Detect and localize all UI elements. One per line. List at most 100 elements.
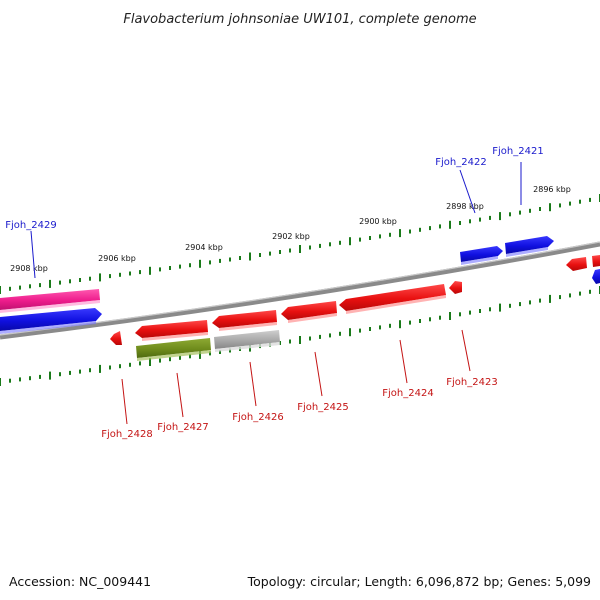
gene-arrow-fjoh-2429[interactable] — [0, 308, 102, 331]
gene-arrow-fjoh-2421[interactable] — [505, 236, 554, 254]
inner-track-tick — [189, 354, 191, 359]
outer-track-tick — [99, 273, 101, 282]
outer-track-tick — [379, 234, 381, 239]
tick-label-2906: 2906 kbp — [98, 254, 136, 263]
gene-label-fjoh-2424[interactable]: Fjoh_2424 — [382, 388, 433, 399]
tick-label-2896: 2896 kbp — [533, 185, 571, 194]
callout-line-fjoh-2426 — [249, 361, 257, 407]
gene-label-fjoh-2427[interactable]: Fjoh_2427 — [157, 422, 208, 433]
outer-track-tick — [39, 283, 41, 288]
genome-summary-text: Topology: circular; Length: 6,096,872 bp… — [247, 574, 591, 589]
gene-bar-pink-shadow — [0, 300, 100, 313]
callout-line-fjoh-2429 — [30, 230, 36, 279]
outer-track-tick — [159, 267, 161, 272]
outer-track-tick — [229, 257, 231, 262]
inner-track-tick — [179, 355, 181, 360]
inner-track-tick — [79, 369, 81, 374]
outer-track-tick — [169, 266, 171, 270]
inner-track-tick — [309, 336, 311, 341]
outer-track-tick — [149, 266, 151, 275]
gene-label-fjoh-2421[interactable]: Fjoh_2421 — [492, 146, 543, 157]
outer-track-tick — [69, 279, 71, 284]
gene-arrow-fjoh-2423[interactable] — [449, 281, 462, 294]
outer-track-tick — [179, 264, 181, 269]
inner-track-tick — [59, 372, 61, 377]
outer-track-tick — [589, 197, 591, 202]
gene-label-fjoh-2425[interactable]: Fjoh_2425 — [297, 402, 348, 413]
outer-track-tick — [559, 203, 561, 208]
inner-track-tick — [359, 328, 361, 333]
gene-arrow-fjoh-2424-shadow — [346, 295, 446, 314]
inner-track-tick — [299, 336, 301, 344]
feature-box-gray-shadow — [215, 342, 280, 352]
gene-label-fjoh-2429[interactable]: Fjoh_2429 — [5, 220, 56, 231]
gene-label-fjoh-2422[interactable]: Fjoh_2422 — [435, 157, 486, 168]
outer-track-tick — [539, 207, 541, 211]
feature-box-gray[interactable] — [214, 330, 280, 349]
inner-track-tick — [9, 378, 11, 383]
inner-track-tick — [339, 331, 341, 336]
gene-arrow-right-edge-red[interactable] — [566, 257, 587, 271]
gene-arrow-fjoh-2425-shadow — [288, 313, 337, 323]
gene-arrow-right-edge-red-2[interactable] — [592, 255, 600, 267]
outer-track-tick — [519, 210, 521, 215]
outer-tick-track — [0, 194, 600, 294]
inner-track-tick — [519, 302, 521, 307]
gene-label-fjoh-2423[interactable]: Fjoh_2423 — [446, 377, 497, 388]
gene-label-fjoh-2426[interactable]: Fjoh_2426 — [232, 412, 283, 423]
gene-bar-pink[interactable] — [0, 289, 100, 310]
gene-arrow-fjoh-2424[interactable] — [339, 284, 446, 311]
callout-line-fjoh-2427 — [176, 372, 184, 418]
inner-track-tick — [149, 358, 151, 366]
inner-track-tick — [429, 317, 431, 322]
inner-track-tick — [539, 298, 541, 303]
outer-track-tick — [249, 252, 251, 261]
gene-arrow-right-edge-blue[interactable] — [592, 269, 600, 284]
outer-track-tick — [339, 240, 341, 245]
inner-track-tick — [569, 293, 571, 298]
inner-track-tick — [209, 351, 211, 356]
outer-track-tick — [139, 270, 141, 275]
inner-track-tick — [99, 364, 101, 373]
inner-track-tick — [559, 295, 561, 300]
gene-arrow-fjoh-2426[interactable] — [212, 310, 277, 328]
outer-track-tick — [479, 217, 481, 222]
inner-track-tick — [499, 303, 501, 312]
inner-track-tick — [109, 365, 111, 370]
outer-track-tick — [369, 236, 371, 240]
inner-track-tick — [119, 364, 121, 369]
inner-track-tick — [489, 307, 491, 312]
callout-line-fjoh-2424 — [399, 339, 408, 384]
outer-track-tick — [239, 256, 241, 260]
outer-track-tick — [0, 286, 1, 294]
outer-track-tick — [189, 263, 191, 268]
outer-track-tick — [19, 285, 21, 290]
callout-line-fjoh-2428 — [121, 378, 128, 425]
gene-arrow-fjoh-2428[interactable] — [110, 331, 122, 345]
gene-label-fjoh-2428[interactable]: Fjoh_2428 — [101, 429, 152, 440]
gene-arrow-fjoh-2426-shadow — [219, 322, 277, 331]
outer-track-tick — [289, 248, 291, 253]
outer-track-tick — [509, 212, 511, 217]
inner-track-tick — [389, 323, 391, 328]
inner-track-tick — [49, 371, 51, 380]
outer-track-tick — [499, 212, 501, 221]
inner-track-tick — [469, 310, 471, 315]
inner-track-tick — [169, 357, 171, 362]
outer-track-tick — [389, 232, 391, 237]
outer-track-tick — [209, 260, 211, 265]
outer-track-tick — [219, 258, 221, 263]
inner-track-tick — [129, 362, 131, 367]
outer-track-tick — [569, 201, 571, 206]
outer-track-tick — [49, 279, 51, 288]
inner-track-tick — [589, 289, 591, 294]
gene-arrow-fjoh-2427[interactable] — [135, 320, 208, 338]
inner-track-tick — [449, 312, 451, 320]
gene-arrow-fjoh-2422[interactable] — [460, 246, 503, 262]
feature-box-olive[interactable] — [136, 338, 211, 358]
gene-arrow-fjoh-2425[interactable] — [281, 301, 337, 320]
inner-track-tick — [19, 377, 21, 382]
outer-track-tick — [279, 250, 281, 254]
gene-track — [0, 236, 600, 361]
